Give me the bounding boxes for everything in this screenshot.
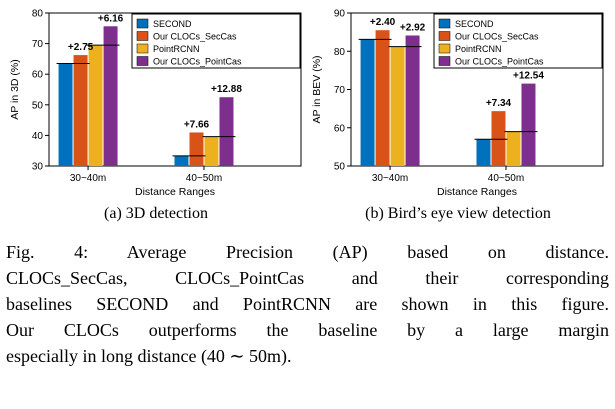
legend [131, 13, 301, 69]
x-tick-label: 40~50m [488, 173, 524, 184]
y-tick-label: 30 [32, 162, 44, 173]
legend-label: Our CLOCs_SecCas [455, 32, 539, 42]
panel-b: 50 60 70 80 90 30~40m 40~50m +2.40 +2.92 +7.34 +12… [307, 6, 609, 223]
legend-label: PointRCNN [455, 44, 502, 54]
bar [491, 111, 506, 166]
legend-swatch [136, 18, 149, 29]
legend-label: Our CLOCs_PointCas [455, 57, 544, 67]
y-tick-label: 60 [334, 123, 346, 134]
y-tick-label: 50 [32, 100, 44, 111]
y-tick-label: 90 [334, 9, 346, 20]
figure-caption: Fig. 4: Average Precision (AP) based on … [0, 239, 615, 369]
bar [73, 55, 88, 167]
x-tick-label: 30~40m [70, 173, 106, 184]
y-tick-label: 80 [334, 47, 346, 58]
y-tick-label: 60 [32, 70, 44, 81]
bar [189, 132, 204, 166]
annotation: +6.16 [98, 13, 124, 24]
bar [405, 35, 420, 166]
annotation: +7.66 [184, 119, 210, 130]
bar [174, 155, 189, 166]
y-tick-label: 50 [334, 162, 346, 173]
legend-swatch [136, 56, 149, 66]
legend-swatch [438, 56, 451, 66]
bar [219, 97, 234, 166]
legend-label: PointRCNN [153, 44, 200, 54]
annotation: +2.40 [370, 17, 396, 28]
y-axis-label: AP in BEV (%) [311, 55, 323, 123]
subcaption-b: (b) Bird’s eye view detection [365, 205, 551, 222]
caption-line: especially in long distance (40 ∼ 50m). [6, 346, 292, 366]
legend-swatch [438, 31, 451, 41]
legend-swatch [438, 43, 451, 54]
legend-swatch [438, 18, 451, 29]
annotation: +2.75 [68, 42, 94, 53]
annotation: +12.88 [211, 84, 242, 95]
legend-swatch [136, 43, 149, 54]
charts-row: 30 40 50 60 70 80 30~40m 40~50m +2.75 +6.16 +7.66 +… [0, 6, 615, 223]
annotation: +7.34 [486, 98, 512, 109]
bar [375, 30, 390, 167]
panel-a: 30 40 50 60 70 80 30~40m 40~50m +2.75 +6.16 +7.66 +… [5, 6, 307, 223]
x-tick-label: 30~40m [372, 173, 408, 184]
chart-a: 30 40 50 60 70 80 30~40m 40~50m +2.75 +6.16 +7.66 +… [6, 6, 306, 202]
legend-label: SECOND [153, 19, 192, 29]
legend-label: SECOND [455, 19, 494, 29]
y-tick-label: 80 [32, 9, 44, 20]
caption-line: Fig. 4: Average Precision (AP) based on … [6, 242, 609, 262]
bar [88, 45, 103, 166]
x-tick-label: 40~50m [186, 173, 222, 184]
chart-b: 50 60 70 80 90 30~40m 40~50m +2.40 +2.92 +7.34 +12… [308, 6, 608, 202]
caption-line: Our CLOCs outperforms the baseline by a … [6, 320, 609, 340]
legend [433, 13, 603, 69]
bar [103, 26, 118, 167]
caption-line: baselines SECOND and PointRCNN are shown… [6, 294, 609, 314]
bar [390, 46, 405, 166]
annotation: +12.54 [513, 71, 544, 82]
bar [521, 83, 536, 166]
bar [360, 39, 375, 166]
x-axis-label: Distance Ranges [437, 186, 517, 198]
y-tick-label: 40 [32, 131, 44, 142]
y-tick-label: 70 [334, 85, 346, 96]
bar [58, 63, 73, 166]
chart-a-svg: 30 40 50 60 70 80 30~40m 40~50m +2.75 +6.16 +7.66 +… [9, 9, 302, 198]
bar [506, 131, 521, 166]
y-axis-label: AP in 3D (%) [9, 59, 21, 120]
caption-line: CLOCs_SecCas, CLOCs_PointCas and their c… [6, 268, 609, 288]
x-axis-label: Distance Ranges [135, 186, 215, 198]
bar [204, 136, 219, 166]
chart-b-svg: 50 60 70 80 90 30~40m 40~50m +2.40 +2.92 +7.34 +12… [311, 9, 604, 198]
legend-label: Our CLOCs_SecCas [153, 32, 237, 42]
legend-swatch [136, 31, 149, 41]
legend-label: Our CLOCs_PointCas [153, 57, 242, 67]
y-tick-label: 70 [32, 39, 44, 50]
bar [476, 139, 491, 166]
subcaption-a: (a) 3D detection [104, 205, 208, 222]
annotation: +2.92 [400, 22, 426, 33]
